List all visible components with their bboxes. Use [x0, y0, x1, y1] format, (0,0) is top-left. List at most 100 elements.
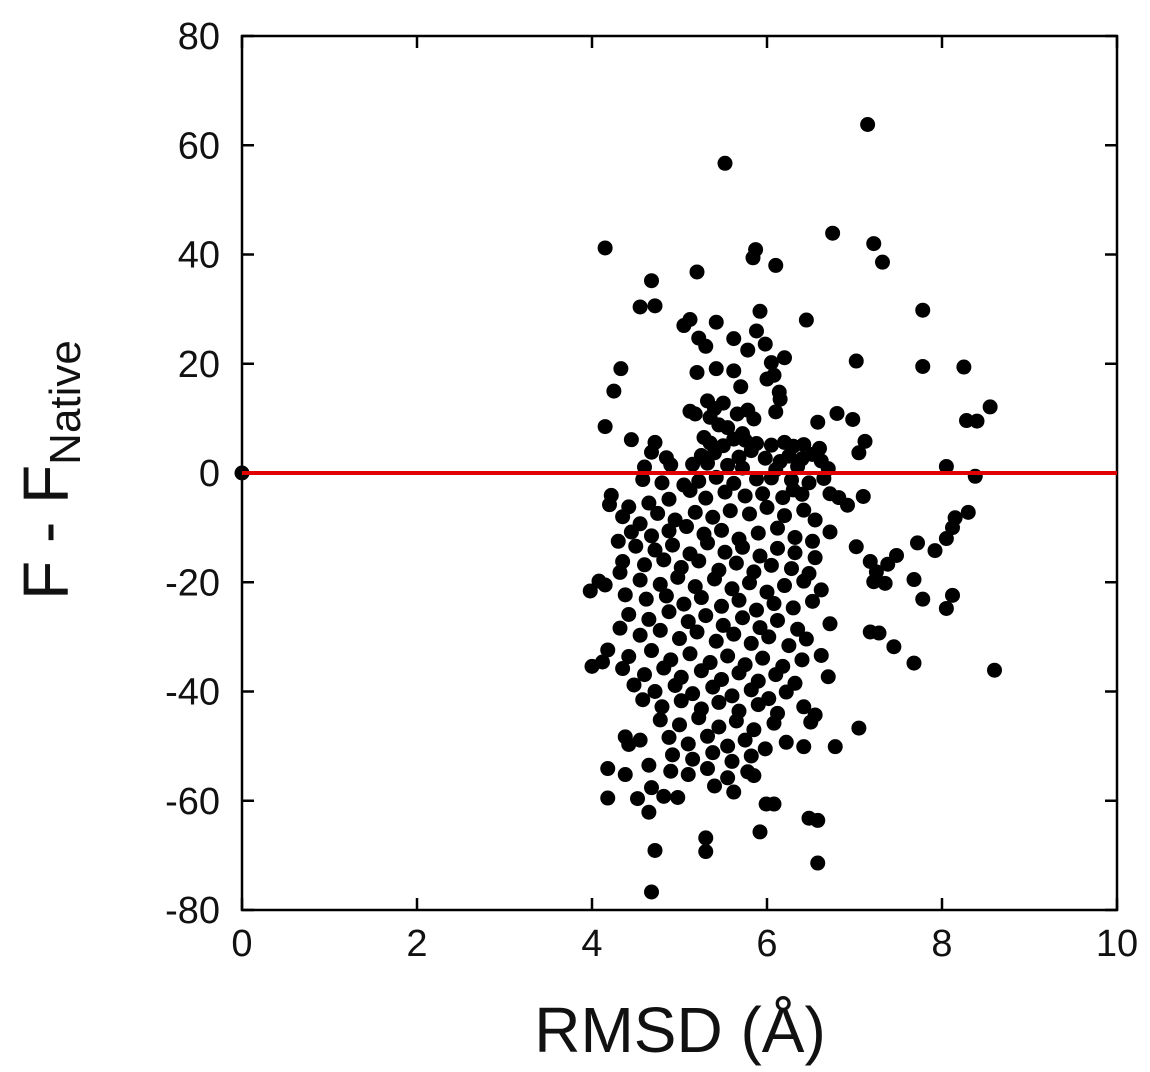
data-point — [612, 620, 628, 636]
data-point — [717, 544, 733, 560]
data-point — [752, 824, 768, 840]
data-point — [796, 502, 812, 518]
data-point — [673, 693, 689, 709]
data-point — [720, 738, 736, 754]
data-point — [906, 655, 922, 671]
data-point — [877, 575, 893, 591]
data-point — [707, 445, 722, 461]
data-point — [654, 475, 670, 491]
data-point — [680, 736, 696, 752]
data-point — [938, 600, 954, 616]
data-point — [638, 591, 654, 607]
data-point — [707, 571, 722, 587]
data-point — [822, 524, 838, 540]
data-point — [698, 608, 714, 624]
data-point — [763, 437, 779, 453]
y-tick-label: 80 — [178, 16, 220, 58]
data-point — [711, 719, 727, 735]
data-points — [234, 116, 1002, 900]
data-point — [689, 264, 705, 280]
data-point — [987, 662, 1002, 678]
data-point — [768, 257, 784, 273]
data-point — [641, 757, 657, 773]
data-point — [656, 788, 672, 804]
data-point — [796, 699, 812, 715]
data-point — [743, 682, 759, 698]
data-point — [623, 432, 639, 448]
data-point — [714, 598, 729, 614]
data-point — [743, 443, 759, 459]
data-point — [682, 482, 698, 498]
data-point — [875, 254, 890, 270]
data-point — [794, 652, 810, 668]
data-point — [927, 543, 943, 559]
data-point — [665, 537, 680, 553]
data-point — [623, 524, 639, 540]
data-point — [715, 395, 731, 411]
data-point — [630, 791, 645, 807]
data-point — [644, 643, 659, 659]
data-point — [759, 584, 775, 600]
data-point — [752, 548, 768, 564]
data-point — [775, 490, 791, 506]
data-point — [742, 506, 757, 522]
data-point — [705, 679, 721, 695]
data-point — [825, 225, 841, 241]
data-point — [770, 520, 785, 536]
data-point — [715, 617, 731, 633]
data-point — [827, 739, 843, 755]
data-point — [770, 540, 785, 556]
y-axis-title-main: F - F — [10, 465, 82, 600]
y-tick-label: 60 — [178, 125, 220, 167]
data-point — [810, 855, 826, 871]
data-point — [682, 312, 698, 328]
data-point — [731, 665, 747, 681]
data-point — [938, 458, 954, 474]
data-point — [685, 751, 701, 767]
data-point — [714, 522, 729, 538]
data-point — [772, 391, 788, 407]
data-point — [679, 519, 694, 535]
data-point — [632, 572, 648, 588]
data-point — [711, 694, 727, 710]
data-point — [687, 504, 703, 520]
data-point — [781, 448, 797, 464]
data-point — [915, 591, 931, 607]
data-point — [708, 633, 724, 649]
data-point — [705, 509, 721, 525]
data-point — [871, 625, 887, 641]
data-point — [866, 236, 882, 252]
data-point — [851, 720, 867, 736]
data-point — [656, 660, 672, 676]
data-point — [685, 686, 701, 702]
data-point — [796, 573, 812, 589]
data-point — [615, 661, 631, 677]
data-point — [665, 747, 680, 763]
data-point — [755, 486, 771, 502]
data-point — [801, 475, 817, 491]
data-point — [724, 753, 740, 769]
data-point — [866, 574, 882, 590]
data-point — [777, 508, 792, 524]
data-point — [693, 590, 709, 606]
data-point — [740, 342, 756, 358]
data-point — [595, 654, 610, 670]
data-point — [597, 577, 613, 593]
data-point — [768, 667, 784, 683]
data-point — [845, 411, 861, 427]
data-point — [644, 273, 659, 289]
data-point — [796, 739, 812, 755]
data-point — [906, 572, 922, 588]
data-point — [860, 116, 876, 132]
data-point — [761, 629, 777, 645]
data-point — [691, 553, 707, 569]
data-point — [647, 684, 663, 699]
data-point — [720, 770, 736, 786]
data-point — [705, 745, 721, 761]
data-point — [582, 583, 598, 599]
data-point — [726, 331, 742, 347]
data-point — [720, 457, 736, 473]
data-point — [610, 533, 626, 549]
data-point — [735, 539, 750, 555]
data-point — [805, 593, 820, 609]
